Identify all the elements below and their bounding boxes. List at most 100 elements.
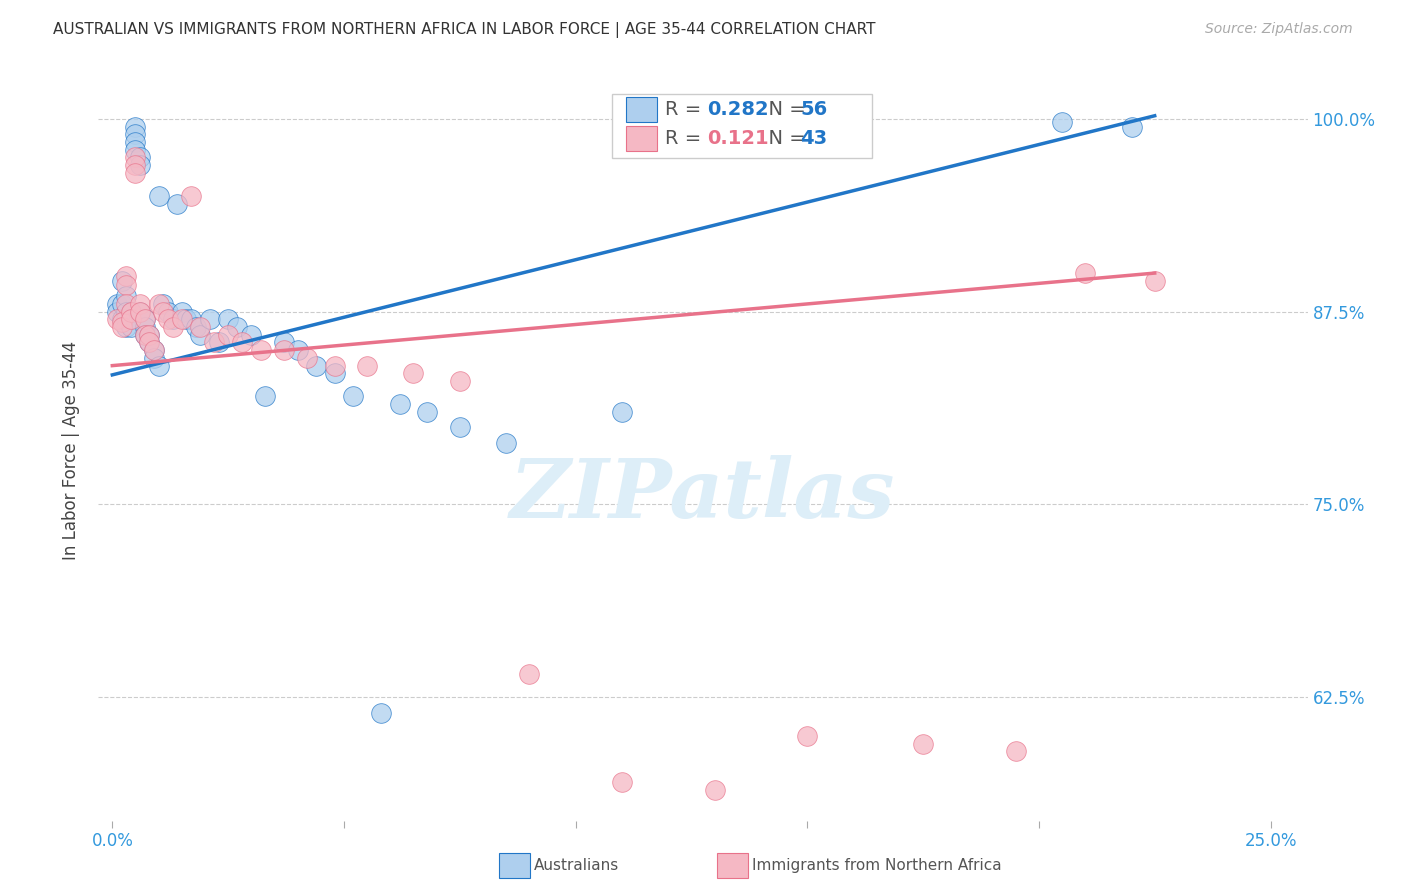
Point <box>305 359 328 373</box>
Point <box>134 320 156 334</box>
Point <box>162 320 184 334</box>
Y-axis label: In Labor Force | Age 35-44: In Labor Force | Age 35-44 <box>62 341 80 560</box>
Point <box>124 135 146 149</box>
Point <box>231 335 253 350</box>
Point <box>1121 120 1143 134</box>
Point <box>323 359 346 373</box>
Point <box>1050 115 1073 129</box>
Point <box>115 304 138 318</box>
Point <box>134 312 156 326</box>
Point <box>370 706 392 720</box>
Point <box>495 435 517 450</box>
Text: N =: N = <box>756 128 813 148</box>
Point <box>152 304 174 318</box>
Point <box>120 312 142 326</box>
Point <box>124 120 146 134</box>
Point <box>134 327 156 342</box>
Text: Australians: Australians <box>534 858 620 872</box>
Text: 56: 56 <box>800 100 827 120</box>
Point <box>703 782 725 797</box>
Point <box>202 335 225 350</box>
Point <box>134 312 156 326</box>
Point <box>105 297 128 311</box>
Point <box>217 312 239 326</box>
Point <box>105 312 128 326</box>
Point <box>120 304 142 318</box>
Point <box>115 289 138 303</box>
Point <box>115 320 138 334</box>
Point <box>134 327 156 342</box>
Point <box>184 320 207 334</box>
Text: 0.121: 0.121 <box>707 128 769 148</box>
Point <box>143 343 166 358</box>
Point <box>449 420 471 434</box>
Point <box>188 327 211 342</box>
Point <box>120 312 142 326</box>
Point <box>129 297 152 311</box>
Text: N =: N = <box>756 100 813 120</box>
Text: Source: ZipAtlas.com: Source: ZipAtlas.com <box>1205 22 1353 37</box>
Point <box>342 389 364 403</box>
Point <box>796 729 818 743</box>
Point <box>416 405 439 419</box>
Point <box>287 343 309 358</box>
Text: Immigrants from Northern Africa: Immigrants from Northern Africa <box>752 858 1002 872</box>
Point <box>110 274 132 288</box>
Point <box>105 304 128 318</box>
Point <box>124 166 146 180</box>
Point <box>170 312 193 326</box>
Text: R =: R = <box>665 128 714 148</box>
Point <box>124 143 146 157</box>
Point <box>1143 274 1166 288</box>
Point <box>356 359 378 373</box>
Point <box>138 327 160 342</box>
Point <box>129 304 152 318</box>
Point <box>1004 744 1026 758</box>
Point <box>156 312 179 326</box>
Point <box>198 312 221 326</box>
Point <box>166 196 188 211</box>
Point <box>295 351 318 365</box>
Point <box>180 312 202 326</box>
Point <box>138 327 160 342</box>
Point <box>124 158 146 172</box>
Point <box>129 304 152 318</box>
Point <box>124 128 146 142</box>
Point <box>110 297 132 311</box>
Point <box>273 335 295 350</box>
Text: ZIPatlas: ZIPatlas <box>510 455 896 535</box>
Point <box>217 327 239 342</box>
Point <box>517 667 540 681</box>
Point <box>162 312 184 326</box>
Point <box>240 327 263 342</box>
Point <box>156 304 179 318</box>
Point <box>152 297 174 311</box>
Point <box>148 297 170 311</box>
Point <box>129 158 152 172</box>
Point <box>143 343 166 358</box>
Text: AUSTRALIAN VS IMMIGRANTS FROM NORTHERN AFRICA IN LABOR FORCE | AGE 35-44 CORRELA: AUSTRALIAN VS IMMIGRANTS FROM NORTHERN A… <box>53 22 876 38</box>
Point <box>249 343 271 358</box>
Point <box>120 320 142 334</box>
Point <box>170 304 193 318</box>
Point <box>176 312 198 326</box>
Point <box>110 315 132 329</box>
Point <box>115 297 138 311</box>
Point <box>115 269 138 284</box>
Point <box>188 320 211 334</box>
Point <box>115 312 138 326</box>
Point <box>143 351 166 365</box>
Point <box>120 304 142 318</box>
Point <box>138 335 160 350</box>
Point <box>610 775 633 789</box>
Point <box>138 335 160 350</box>
Point <box>129 150 152 164</box>
Point <box>110 320 132 334</box>
Point <box>110 312 132 326</box>
Point <box>226 320 249 334</box>
Point <box>273 343 295 358</box>
Point <box>148 359 170 373</box>
Point <box>402 367 425 381</box>
Point <box>388 397 411 411</box>
Text: R =: R = <box>665 100 707 120</box>
